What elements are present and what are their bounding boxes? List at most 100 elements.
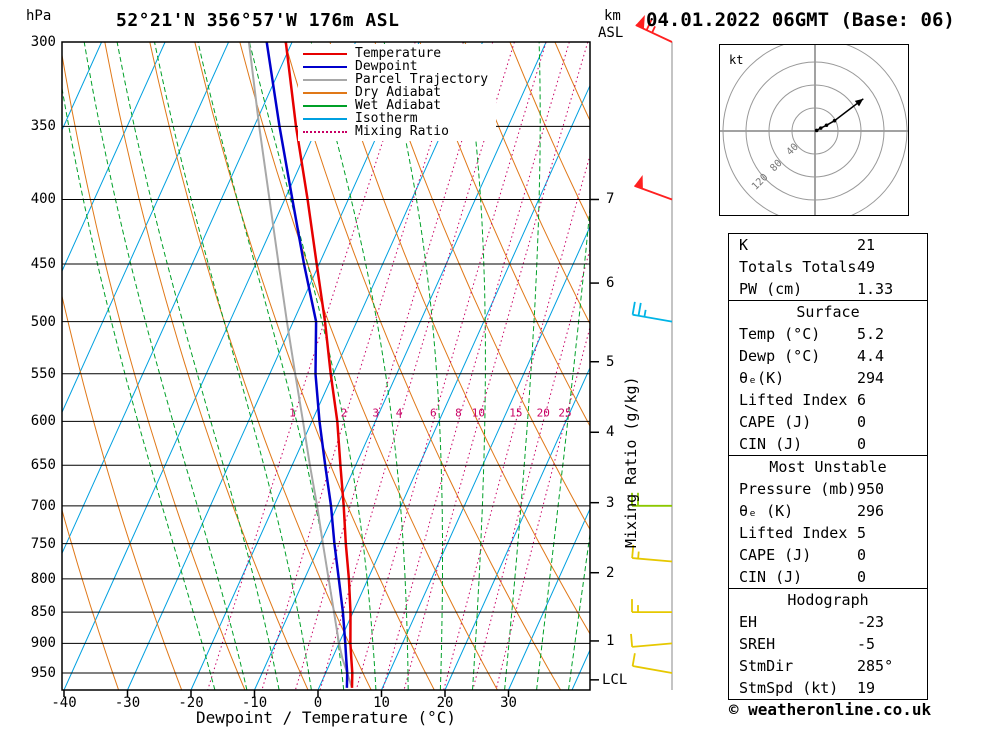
pressure-tick-label: 400 — [30, 191, 56, 208]
temp-tick-label: -10 — [241, 695, 268, 711]
km-tick-label: 5 — [606, 353, 615, 370]
legend-item-label: Mixing Ratio — [355, 124, 449, 139]
legend-item-label: Dry Adiabat — [355, 85, 442, 100]
hodograph-point — [824, 123, 829, 128]
table-row: CIN (J) 0 — [729, 433, 927, 455]
pressure-tick-label: 850 — [30, 604, 56, 621]
row-value: -5 — [857, 635, 876, 653]
row-value: 5 — [857, 524, 867, 542]
hodograph-ring-label: 120 — [750, 172, 771, 193]
table-row: CAPE (J) 0 — [729, 411, 927, 433]
hodograph-point — [814, 128, 819, 133]
row-label: Temp (°C) — [739, 325, 821, 343]
mixing-ratio-line — [319, 42, 515, 690]
row-value: 21 — [857, 236, 876, 254]
table-row: Temp (°C) 5.2 — [729, 323, 927, 345]
credit-text: © weatheronline.co.uk — [728, 700, 932, 719]
hodograph-ring — [768, 84, 862, 178]
temp-tick-label: 30 — [500, 695, 517, 711]
hodograph-point — [818, 126, 823, 130]
isotherm-line — [62, 42, 166, 273]
temp-tick-label: -40 — [51, 695, 77, 711]
mixing-ratio-line — [382, 42, 570, 690]
wet-adiabat-line — [504, 42, 541, 690]
table-row: StmDir 285° — [729, 655, 927, 677]
row-value: 1.33 — [857, 280, 894, 298]
row-value: 0 — [857, 435, 867, 453]
pressure-tick-label: 450 — [30, 255, 56, 272]
wind-barb — [631, 545, 673, 563]
dry-adiabat-line — [62, 293, 183, 690]
table-row: θₑ (K) 296 — [729, 500, 927, 522]
wind-barb — [631, 301, 673, 323]
temp-axis-label: Dewpoint / Temperature (°C) — [195, 708, 457, 727]
row-value: 19 — [857, 679, 876, 697]
parcel-trajectory-curve — [247, 42, 353, 689]
wet-adiabat-line — [463, 42, 486, 690]
km-tick-label: 7 — [606, 191, 615, 208]
mixing-ratio-line — [355, 42, 547, 690]
row-value: 4.4 — [857, 347, 885, 365]
table-row: Totals Totals 49 — [729, 256, 927, 278]
table-row: Lifted Index 6 — [729, 389, 927, 411]
hodograph-ring — [745, 61, 885, 201]
mixing-ratio-line-label: 10 — [472, 406, 485, 419]
temperature-curve — [284, 42, 354, 688]
hodograph-arrow-head — [854, 98, 864, 107]
km-tick-label: 3 — [606, 494, 615, 511]
row-value: 950 — [857, 480, 885, 498]
row-value: 6 — [857, 391, 867, 409]
pressure-tick-label: 750 — [30, 535, 56, 552]
row-value: 5.2 — [857, 325, 885, 343]
pressure-axis-unit-label: hPa — [26, 8, 52, 24]
hodograph-trace — [816, 98, 864, 132]
table-row: SREH -5 — [729, 633, 927, 655]
pressure-tick-label: 300 — [30, 34, 56, 50]
hodograph-ring-label: 40 — [785, 142, 801, 158]
mixing-ratio-axis-label: Mixing Ratio (g/kg) — [622, 376, 640, 548]
legend-line-sample — [303, 104, 347, 107]
legend-line-sample — [303, 78, 347, 81]
legend-item: Isotherm — [303, 112, 488, 125]
tbl-hodo-header: Hodograph — [787, 591, 869, 609]
wet-adiabat-line — [154, 42, 312, 690]
plot-area: 1 2 3 4 6 8 10 15 20 25 — [62, 42, 590, 690]
most-unstable-table: Most Unstable Pressure (mb) 950 θₑ (K) 296 Li… — [728, 455, 928, 589]
legend-item: Parcel Trajectory — [303, 73, 488, 86]
row-label: StmSpd (kt) — [739, 679, 839, 697]
dry-adiabat-line — [62, 52, 246, 690]
plot-border — [61, 41, 591, 691]
dry-adiabat-line — [149, 42, 372, 690]
legend-line-sample — [303, 117, 347, 120]
row-label: PW (cm) — [739, 280, 803, 298]
mixing-ratio-line-label: 20 — [537, 406, 550, 419]
row-label: CAPE (J) — [739, 413, 812, 431]
table-row: θₑ(K) 294 — [729, 367, 927, 389]
date-title: 04.01.2022 06GMT (Base: 06) — [646, 9, 955, 31]
row-value: 294 — [857, 369, 885, 387]
temp-tick-label: -30 — [114, 695, 141, 711]
km-tick-label: 6 — [606, 275, 615, 292]
row-value: 0 — [857, 413, 867, 431]
station-title: 52°21'N 356°57'W 176m ASL — [116, 10, 400, 31]
isotherm-line — [190, 42, 484, 690]
isotherm-line — [254, 42, 547, 690]
mixing-ratio-line-label: 3 — [372, 406, 379, 419]
legend-item: Mixing Ratio — [303, 125, 488, 138]
temp-tick-label: 10 — [373, 695, 390, 711]
wet-adiabat-line — [310, 42, 409, 690]
stats-tables: K 21 Totals Totals 49 PW (cm) 1.33 Surface Tem… — [728, 233, 928, 700]
table-row: Pressure (mb) 950 — [729, 478, 927, 500]
temp-tick-label: -20 — [178, 695, 204, 711]
temp-tick-label: 0 — [313, 695, 323, 711]
mixing-ratio-line — [261, 42, 464, 690]
hodograph-ring — [791, 107, 839, 155]
dry-adiabat-line — [419, 42, 590, 428]
wind-barb — [630, 633, 673, 648]
row-value: 49 — [857, 258, 876, 276]
km-axis-unit-label: km — [604, 8, 621, 24]
wet-adiabat-line — [383, 42, 443, 690]
